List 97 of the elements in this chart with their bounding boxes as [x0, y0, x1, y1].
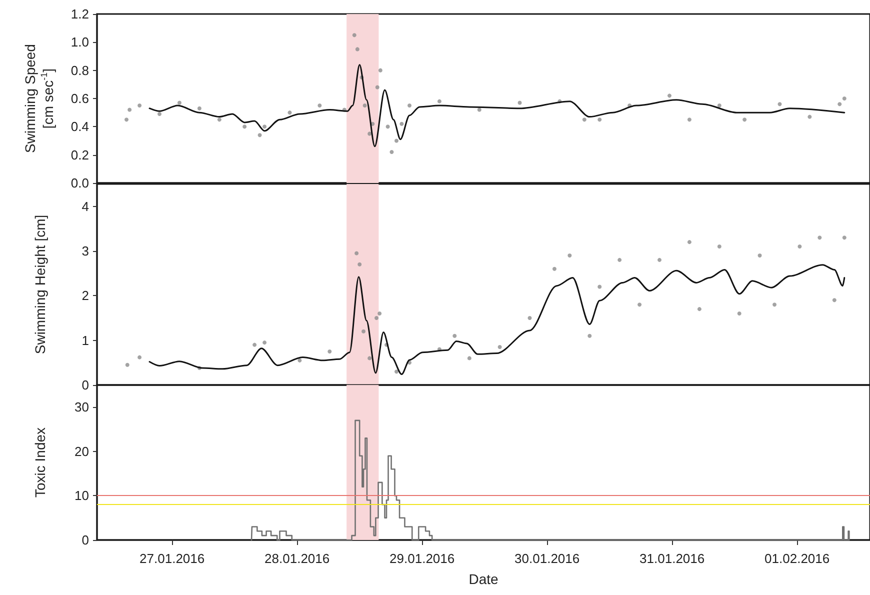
y-tick-label: 20	[74, 444, 89, 459]
point	[687, 240, 692, 244]
point	[242, 124, 247, 129]
y-tick-label: 1	[82, 332, 89, 348]
point	[737, 312, 742, 316]
y-tick-label: 2	[82, 288, 89, 304]
point	[177, 100, 182, 105]
y-tick-label: 0.0	[70, 176, 89, 190]
y-tick-label: 0	[82, 532, 89, 548]
point	[717, 244, 722, 249]
point	[358, 262, 362, 266]
point	[318, 104, 322, 108]
point	[252, 342, 257, 347]
point	[842, 236, 846, 240]
point	[128, 108, 132, 112]
x-tick-label: 30.01.2016	[514, 551, 580, 566]
y-tick-label: 30	[74, 400, 89, 415]
y-tick-label: 0	[82, 378, 89, 392]
y-tick-label: 1.0	[70, 34, 89, 50]
point	[598, 118, 602, 122]
point	[842, 96, 846, 100]
point	[217, 118, 222, 122]
point	[467, 356, 472, 360]
point	[838, 102, 842, 106]
point	[742, 118, 747, 122]
y-tick-label: 0.2	[70, 147, 89, 162]
point	[638, 302, 642, 307]
point	[258, 133, 262, 138]
point	[452, 334, 457, 338]
point	[138, 104, 142, 108]
point	[262, 124, 267, 129]
point	[158, 112, 162, 116]
point	[552, 266, 556, 271]
point	[138, 355, 142, 360]
x-tick-label: 28.01.2016	[264, 551, 330, 566]
point	[354, 251, 359, 256]
x-tick-label: 27.01.2016	[140, 551, 205, 566]
y-tick-label: 0.4	[70, 119, 89, 134]
point	[588, 334, 592, 338]
point	[498, 345, 502, 350]
point	[568, 253, 572, 258]
point	[368, 132, 372, 136]
point	[808, 114, 812, 119]
point	[717, 104, 722, 108]
point	[378, 68, 382, 72]
point	[124, 118, 129, 122]
y-tick-label: 1.2	[70, 6, 89, 22]
point	[408, 104, 412, 108]
point	[355, 47, 360, 52]
point	[394, 370, 398, 374]
point	[298, 358, 302, 362]
y-tick-label: 4	[82, 198, 89, 214]
point	[687, 118, 692, 122]
point	[394, 138, 398, 143]
point	[361, 329, 366, 334]
line-series	[148, 64, 846, 148]
point	[528, 316, 532, 320]
point	[378, 312, 382, 316]
x-tick-label: 31.01.2016	[640, 551, 705, 566]
x-axis-title: Date	[468, 571, 498, 587]
x-tick-label: 29.01.2016	[390, 551, 455, 566]
point	[798, 244, 802, 249]
point	[518, 100, 522, 105]
y-tick-label: 10	[74, 488, 89, 504]
point	[667, 94, 672, 98]
point	[362, 104, 367, 108]
point	[262, 340, 267, 345]
point	[582, 118, 586, 122]
y-tick-label: 0.8	[70, 62, 89, 78]
point	[477, 108, 482, 112]
point	[598, 284, 602, 289]
x-tick-label: 01.02.2016	[764, 551, 830, 566]
point	[386, 124, 390, 129]
point	[288, 110, 292, 115]
point	[390, 150, 394, 154]
point	[658, 258, 662, 262]
point	[197, 106, 202, 110]
point	[352, 33, 356, 38]
point	[368, 356, 372, 360]
point	[374, 316, 379, 320]
line-series	[148, 264, 846, 376]
point	[400, 122, 404, 126]
point	[697, 307, 702, 312]
point	[758, 253, 762, 258]
point	[778, 102, 782, 106]
y-axis-title: Swimming Height [cm]	[32, 214, 48, 354]
point	[818, 236, 822, 240]
y-tick-label: 3	[82, 244, 89, 258]
point	[375, 85, 380, 90]
point	[328, 350, 332, 354]
point	[772, 302, 777, 307]
y-tick-label: 0.6	[70, 91, 89, 106]
point	[437, 99, 442, 104]
point	[618, 258, 622, 262]
point	[832, 298, 836, 302]
y-axis-title: Toxic Index	[32, 427, 48, 498]
point	[125, 362, 130, 367]
